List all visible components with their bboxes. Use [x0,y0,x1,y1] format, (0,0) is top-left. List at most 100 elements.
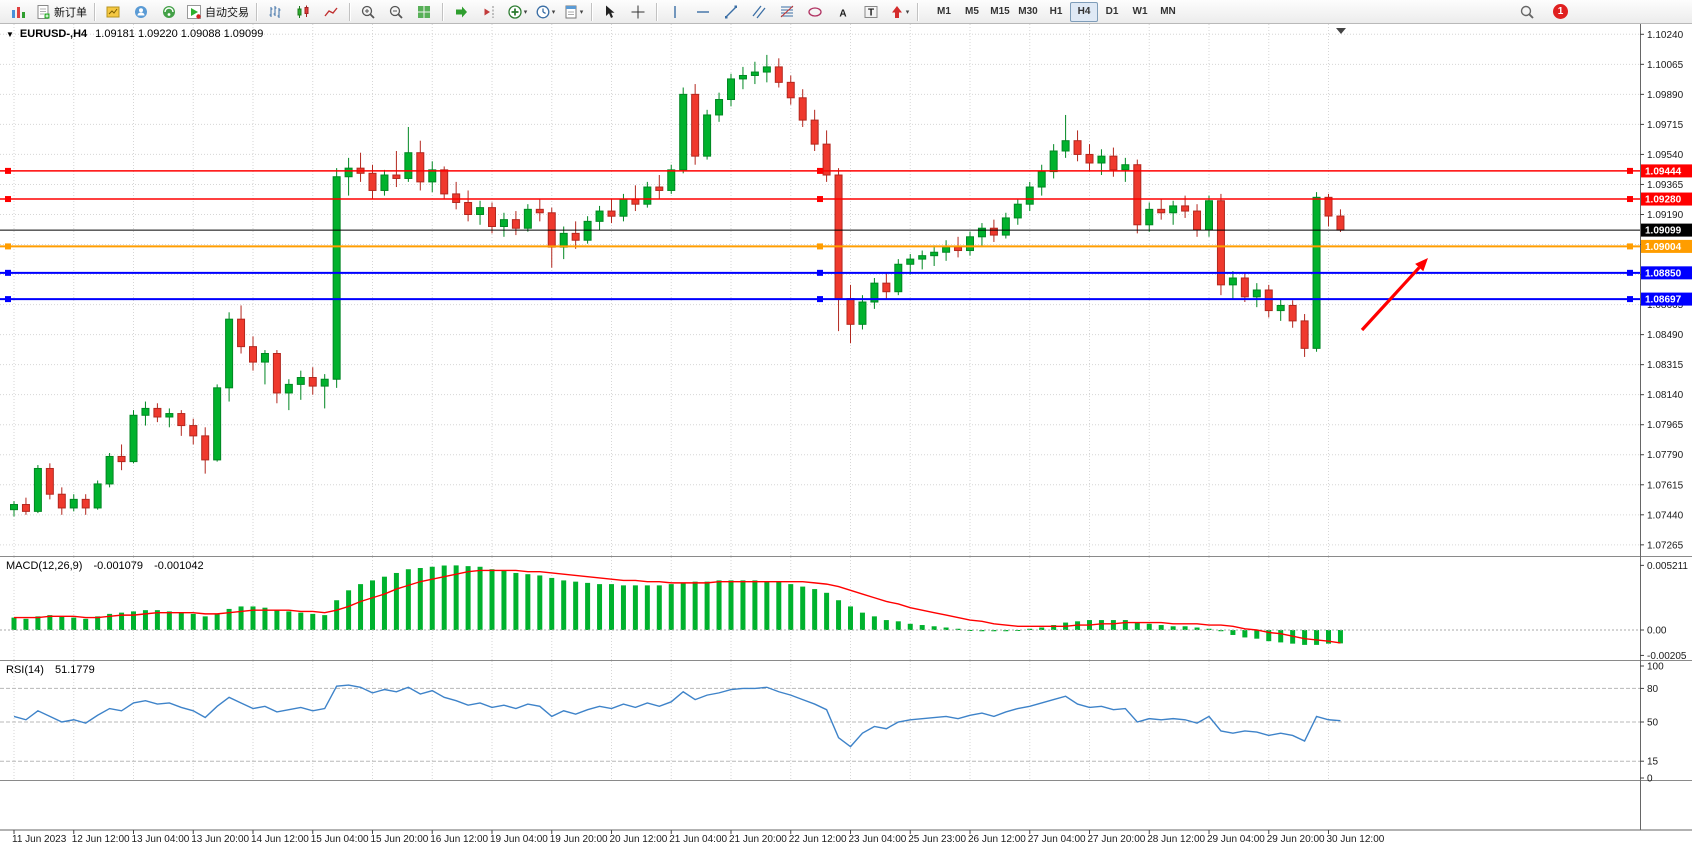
crosshair-button[interactable] [624,1,652,23]
arrow-annotation[interactable] [1336,28,1428,332]
zoom-out-icon [389,5,403,19]
fibonacci-icon [780,5,794,17]
svg-text:0: 0 [1647,774,1653,785]
price-tag [1641,192,1692,206]
macd-indicator [0,565,1640,645]
svg-text:1.08697: 1.08697 [1645,295,1682,306]
dropdown-caret-icon: ▾ [579,8,584,16]
svg-text:29 Jun 04:00: 29 Jun 04:00 [1207,834,1265,845]
price-tag [1641,164,1692,178]
zoom-out-button[interactable] [382,1,410,23]
svg-text:12 Jun 12:00: 12 Jun 12:00 [72,834,130,845]
chart-window: 1.10240 1.10065 1.09890 1.09715 1.09540 1.093… [0,24,1692,846]
svg-text:13 Jun 04:00: 13 Jun 04:00 [132,834,190,845]
candlestick-chart-button[interactable] [289,1,317,23]
autotrading-button[interactable]: 自动交易 [183,1,252,23]
svg-text:22 Jun 12:00: 22 Jun 12:00 [789,834,847,845]
timeframe-button-H4[interactable]: H4 [1070,1,1098,22]
line-chart-button[interactable] [317,1,345,23]
shapes-tool-button[interactable] [801,1,829,23]
horizontal-line-tool-button[interactable] [689,1,717,23]
notification-badge[interactable]: 1 [1553,4,1568,19]
community-icon [163,5,175,18]
text-tool-button[interactable]: A [829,1,857,23]
svg-text:26 Jun 12:00: 26 Jun 12:00 [968,834,1026,845]
svg-text:1.07790: 1.07790 [1647,450,1684,461]
bar-chart-button[interactable] [261,1,289,23]
line-handle [1627,196,1633,203]
svg-text:13 Jun 20:00: 13 Jun 20:00 [191,834,249,845]
profiles-button[interactable] [127,1,155,23]
timeframe-button-M5[interactable]: M5 [965,6,979,17]
horizontal-line-icon [697,10,709,13]
horizontal-line-objects[interactable] [0,167,1640,303]
new-order-label: 新订单 [54,6,87,19]
text-label-tool-button[interactable]: T [857,1,885,23]
market-watch-button[interactable] [99,1,127,23]
svg-text:1.08490: 1.08490 [1647,330,1684,341]
indicators-button[interactable]: ▾ [503,1,531,23]
line-handle [817,167,823,174]
timeframe-button-M1[interactable]: M1 [937,6,951,17]
grid [0,24,1640,780]
timeframe-button-H1[interactable]: H1 [1049,6,1063,17]
templates-button[interactable]: ▾ [559,1,587,23]
dropdown-caret-icon: ▾ [523,8,528,16]
profiles-icon [135,5,147,18]
line-handle [1627,167,1633,174]
price-axis[interactable]: 1.10240 1.10065 1.09890 1.09715 1.09540 1.093… [1640,30,1692,785]
bar-chart-icon [269,5,281,18]
zoom-in-button[interactable] [354,1,382,23]
trendline-tool-button[interactable] [717,1,745,23]
price-tag [1641,239,1692,253]
periods-button[interactable]: ▾ [531,1,559,23]
timeframe-button-M15[interactable]: M15 [990,6,1010,17]
auto-scroll-button[interactable] [447,1,475,23]
auto-scroll-icon [456,6,467,17]
svg-text:25 Jun 23:00: 25 Jun 23:00 [908,834,966,845]
dropdown-caret-icon: ▾ [905,8,910,16]
new-chart-button[interactable] [4,1,32,23]
fibonacci-tool-button[interactable] [773,1,801,23]
svg-text:1.09444: 1.09444 [1645,166,1682,177]
price-tag [1641,292,1692,306]
chart-shift-icon [484,5,494,18]
toolbar-separator [656,2,657,21]
crosshair-icon [631,5,645,18]
channel-tool-button[interactable] [745,1,773,23]
time-axis[interactable]: 11 Jun 2023 12 Jun 12:00 13 Jun 04:00 13 Ju… [12,830,1385,845]
timeframe-button-D1[interactable]: D1 [1105,6,1119,17]
autotrading-icon [187,4,201,19]
cursor-button[interactable] [596,1,624,23]
trend-arrow-head [1415,258,1428,272]
timeframe-button-M30[interactable]: M30 [1018,6,1038,17]
ellipse-icon [808,6,822,17]
tile-windows-button[interactable] [410,1,438,23]
chart-shift-button[interactable] [475,1,503,23]
charts-icon [12,6,25,18]
svg-text:21 Jun 04:00: 21 Jun 04:00 [669,834,727,845]
zoom-in-icon [361,5,375,19]
new-order-icon [37,4,50,19]
line-chart-icon [324,7,338,16]
svg-text:1.08315: 1.08315 [1647,360,1684,371]
toolbar-separator [591,2,592,21]
svg-text:1.10065: 1.10065 [1647,60,1684,71]
svg-text:1.09540: 1.09540 [1647,150,1684,161]
timeframe-button-MN[interactable]: MN [1160,6,1176,17]
search-button[interactable] [1513,1,1541,23]
dropdown-caret-icon: ▾ [551,8,556,16]
arrows-icon [891,5,902,18]
price-tag [1641,223,1692,237]
price-tag [1641,266,1692,280]
new-order-button[interactable]: 新订单 [32,1,90,23]
svg-text:15 Jun 04:00: 15 Jun 04:00 [311,834,369,845]
line-handle [5,269,11,276]
vertical-line-tool-button[interactable] [661,1,689,23]
community-button[interactable] [155,1,183,23]
arrows-tool-button[interactable]: ▾ [885,1,913,23]
svg-text:21 Jun 20:00: 21 Jun 20:00 [729,834,787,845]
svg-text:23 Jun 04:00: 23 Jun 04:00 [849,834,907,845]
chart-canvas[interactable]: 1.10240 1.10065 1.09890 1.09715 1.09540 1.093… [0,24,1692,846]
timeframe-button-W1[interactable]: W1 [1132,6,1148,17]
